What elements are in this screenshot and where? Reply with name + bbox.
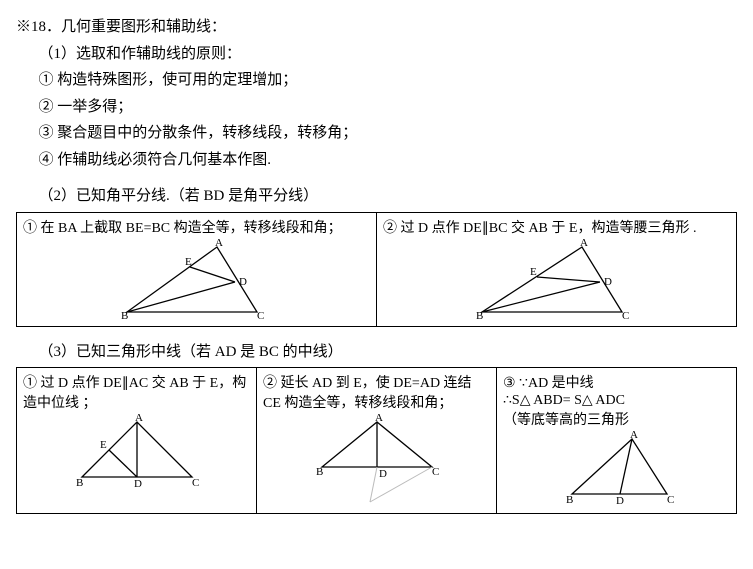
svg-text:D: D — [134, 478, 142, 490]
svg-text:C: C — [192, 477, 199, 489]
median-diagram-1: A B C D E — [23, 412, 250, 492]
svg-text:B: B — [121, 310, 128, 322]
svg-text:A: A — [375, 412, 383, 424]
section2-title: （2）已知角平分线.（若 BD 是角平分线） — [16, 185, 737, 208]
svg-text:C: C — [432, 466, 439, 478]
bisector-text-2: ② 过 D 点作 DE∥BC 交 AB 于 E，构造等腰三角形 . — [383, 217, 730, 237]
median-table: ① 过 D 点作 DE∥AC 交 AB 于 E，构造中位线 ； A B C D … — [16, 367, 737, 514]
section3-title: （3）已知三角形中线（若 AD 是 BC 的中线） — [16, 341, 737, 364]
svg-text:E: E — [100, 439, 107, 451]
svg-text:A: A — [630, 429, 638, 441]
svg-text:A: A — [580, 237, 588, 249]
svg-text:B: B — [566, 494, 573, 506]
section1-item-1: ① 构造特殊图形，使可用的定理增加； — [16, 69, 737, 92]
svg-text:E: E — [530, 266, 537, 278]
section1-item-4: ④ 作辅助线必须符合几何基本作图. — [16, 149, 737, 172]
section1-item-2: ② 一举多得； — [16, 96, 737, 119]
svg-text:D: D — [616, 495, 624, 507]
svg-text:B: B — [316, 466, 323, 478]
median-cell-2: ② 延长 AD 到 E，使 DE=AD 连结 CE 构造全等，转移线段和角； A… — [257, 368, 497, 514]
svg-text:D: D — [379, 468, 387, 480]
svg-text:A: A — [135, 412, 143, 424]
bisector-diagram-1: A B C D E — [23, 237, 370, 322]
median-text-1: ① 过 D 点作 DE∥AC 交 AB 于 E，构造中位线 ； — [23, 372, 250, 412]
bisector-text-1: ① 在 BA 上截取 BE=BC 构造全等，转移线段和角； — [23, 217, 370, 237]
svg-text:C: C — [667, 494, 674, 506]
median-cell-1: ① 过 D 点作 DE∥AC 交 AB 于 E，构造中位线 ； A B C D … — [17, 368, 257, 514]
section1-title: （1）选取和作辅助线的原则： — [16, 43, 737, 66]
svg-text:C: C — [257, 310, 264, 322]
svg-text:D: D — [604, 276, 612, 288]
median-text-2: ② 延长 AD 到 E，使 DE=AD 连结 CE 构造全等，转移线段和角； — [263, 372, 490, 412]
bisector-cell-2: ② 过 D 点作 DE∥BC 交 AB 于 E，构造等腰三角形 . A B C … — [377, 212, 737, 326]
svg-text:B: B — [76, 477, 83, 489]
median-cell-3: ③ ∵AD 是中线 ∴S△ ABD= S△ ADC （等底等高的三角形 A B … — [497, 368, 737, 514]
svg-text:E: E — [185, 256, 192, 268]
median-text-3: ③ ∵AD 是中线 ∴S△ ABD= S△ ADC （等底等高的三角形 — [503, 372, 730, 429]
svg-text:B: B — [476, 310, 483, 322]
bisector-cell-1: ① 在 BA 上截取 BE=BC 构造全等，转移线段和角； A B C D E — [17, 212, 377, 326]
median-diagram-3: A B C D — [503, 429, 730, 509]
bisector-diagram-2: A B C D E — [383, 237, 730, 322]
bisector-table: ① 在 BA 上截取 BE=BC 构造全等，转移线段和角； A B C D E … — [16, 212, 737, 327]
section1-item-3: ③ 聚合题目中的分散条件，转移线段，转移角； — [16, 122, 737, 145]
svg-text:C: C — [622, 310, 629, 322]
median-diagram-2: A B C D — [263, 412, 490, 507]
heading: ※18．几何重要图形和辅助线： — [16, 16, 737, 39]
svg-text:A: A — [215, 237, 223, 249]
svg-text:D: D — [239, 276, 247, 288]
